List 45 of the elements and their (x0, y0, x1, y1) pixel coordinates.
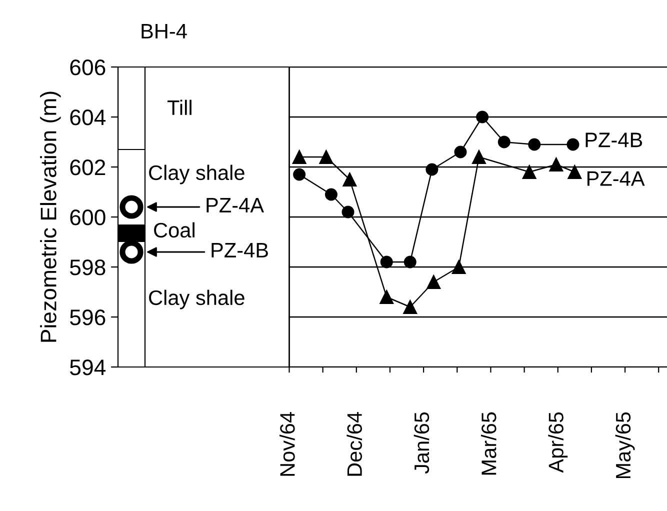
y-tick-label: 594 (70, 360, 106, 376)
point (498, 136, 510, 148)
point (454, 146, 467, 158)
x-tick-label: Apr/65 (548, 412, 568, 473)
y-axis-title: Piezometric Elevation (m) (40, 92, 61, 342)
x-tick-label: Dec/64 (346, 412, 362, 476)
y-tick-label: 600 (70, 210, 106, 226)
annotation: PZ-4A (206, 198, 264, 212)
series-label: PZ-4A (587, 171, 645, 186)
point (549, 158, 564, 172)
annotation: Clay shale (149, 164, 244, 184)
point (476, 110, 489, 124)
point (324, 188, 338, 201)
point (342, 172, 357, 186)
point (292, 150, 306, 164)
point (342, 206, 354, 218)
annotation: Coal (154, 222, 194, 238)
point (528, 138, 541, 151)
point (426, 163, 438, 176)
x-tick-label: May/65 (615, 412, 635, 478)
point (319, 150, 334, 164)
y-tick-label: 606 (70, 60, 106, 76)
point (293, 168, 306, 181)
point (522, 165, 536, 179)
y-tick-label: 602 (70, 160, 106, 176)
point (380, 290, 394, 304)
y-tick-label: 598 (70, 260, 106, 276)
point (452, 260, 466, 274)
x-tick-label: Nov/64 (280, 412, 295, 476)
y-tick-label: 596 (70, 310, 106, 326)
point (403, 300, 418, 314)
point (472, 150, 486, 164)
annotation: PZ-4B (212, 243, 268, 258)
x-tick-label: Mar/65 (481, 412, 496, 475)
point (404, 256, 416, 268)
annotation: Clay shale (149, 290, 244, 310)
chart-title: BH-4 (142, 24, 187, 38)
annotation: Till (167, 100, 192, 115)
point (380, 256, 393, 268)
point (566, 138, 580, 151)
x-tick-label: Jan/65 (414, 412, 430, 474)
y-tick-label: 604 (70, 110, 106, 126)
series-label: PZ-4B (586, 132, 642, 148)
point (426, 275, 441, 289)
point (568, 165, 582, 179)
